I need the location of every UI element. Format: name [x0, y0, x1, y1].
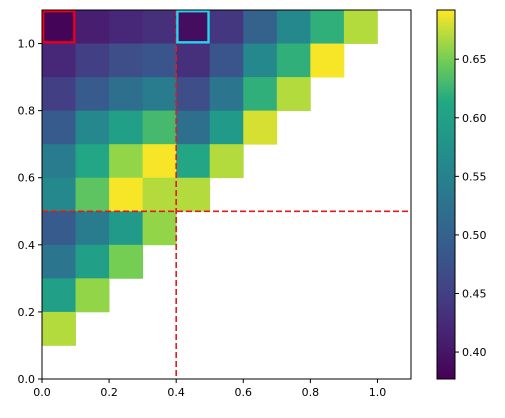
y-tick-label: 0.6	[18, 172, 36, 185]
heatmap-cell	[109, 77, 144, 112]
heatmap-cell	[243, 43, 278, 78]
heatmap-cell	[243, 77, 278, 112]
heatmap-cell	[142, 77, 177, 112]
y-tick-label: 0.2	[18, 306, 36, 319]
colorbar: 0.40 0.45 0.50 0.55 0.60 0.65	[436, 9, 487, 380]
y-tick-label: 0.0	[18, 373, 36, 386]
heatmap-cell	[42, 177, 76, 212]
heatmap-cell	[42, 211, 76, 246]
heatmap-cell	[42, 244, 76, 279]
heatmap-cell	[142, 177, 177, 212]
heatmap-cell	[276, 10, 311, 44]
plot-frame	[41, 9, 412, 380]
heatmap-cell	[109, 244, 144, 279]
heatmap-cell	[75, 77, 110, 112]
heatmap-cell	[109, 144, 144, 179]
heatmap-cell	[75, 211, 110, 246]
heatmap-cells	[42, 10, 378, 346]
heatmap-cell	[109, 211, 144, 246]
colorbar-tick-label: 0.50	[462, 229, 487, 242]
colorbar-gradient	[437, 10, 455, 379]
heatmap-cell	[209, 110, 244, 145]
heatmap-cell	[75, 144, 110, 179]
heatmap-cell	[310, 10, 345, 44]
heatmap-cell	[142, 10, 177, 44]
heatmap-cell	[42, 278, 76, 313]
heatmap-cell	[209, 10, 244, 44]
y-tick-label: 1.0	[18, 38, 36, 51]
heatmap-cell	[75, 177, 110, 212]
heatmap-cell	[142, 43, 177, 78]
colorbar-tick-label: 0.60	[462, 112, 487, 125]
colorbar-tick-label: 0.45	[462, 287, 487, 300]
heatmap-cell	[142, 110, 177, 145]
colorbar-tick-label: 0.40	[462, 346, 487, 359]
heatmap-cell	[75, 244, 110, 279]
heatmap-cell	[75, 110, 110, 145]
y-axis: 0.0 0.2 0.4 0.6 0.8 1.0	[18, 38, 42, 386]
heatmap-cell	[310, 43, 345, 78]
x-tick-label: 1.0	[369, 386, 387, 399]
x-tick-label: 0.4	[167, 386, 185, 399]
colorbar-frame	[436, 9, 456, 380]
highlighted-cell-outline	[176, 9, 210, 44]
highlighted-cells	[42, 9, 210, 44]
heatmap-cell	[42, 144, 76, 179]
heatmap-cell	[109, 110, 144, 145]
heatmap-cell	[109, 177, 144, 212]
heatmap-cell	[42, 110, 76, 145]
y-tick-label: 0.4	[18, 239, 36, 252]
x-tick-label: 0.0	[33, 386, 51, 399]
heatmap-cell	[176, 144, 211, 179]
heatmap-cell	[42, 311, 76, 346]
heatmap-cell	[276, 77, 311, 112]
heatmap-cell	[243, 110, 278, 145]
heatmap-cell	[42, 77, 76, 112]
heatmap-cell	[75, 43, 110, 78]
heatmap-cell	[176, 110, 211, 145]
x-tick-label: 0.8	[302, 386, 320, 399]
heatmap-cell	[75, 278, 110, 313]
heatmap-cell	[42, 43, 76, 78]
heatmap-cell	[209, 77, 244, 112]
heatmap-cell	[109, 10, 144, 44]
heatmap-cell	[142, 144, 177, 179]
highlighted-cell-outline	[42, 9, 76, 44]
colorbar-tick-label: 0.65	[462, 53, 487, 66]
heatmap-cell	[276, 43, 311, 78]
heatmap-cell	[176, 177, 211, 212]
y-tick-label: 0.8	[18, 105, 36, 118]
heatmap-cell	[209, 43, 244, 78]
heatmap-cell	[176, 43, 211, 78]
x-axis: 0.0 0.2 0.4 0.6 0.8 1.0	[33, 379, 386, 399]
heatmap-cell	[176, 77, 211, 112]
reference-lines	[42, 10, 411, 379]
x-tick-label: 0.2	[100, 386, 118, 399]
colorbar-tick-label: 0.55	[462, 170, 487, 183]
heatmap-cell	[42, 10, 76, 44]
heatmap-cell	[209, 144, 244, 179]
x-tick-label: 0.6	[235, 386, 253, 399]
heatmap-cell	[176, 10, 211, 44]
heatmap-cell	[343, 10, 378, 44]
heatmap-cell	[243, 10, 278, 44]
heatmap-cell	[109, 43, 144, 78]
heatmap-cell	[75, 10, 110, 44]
heatmap-cell	[142, 211, 177, 246]
